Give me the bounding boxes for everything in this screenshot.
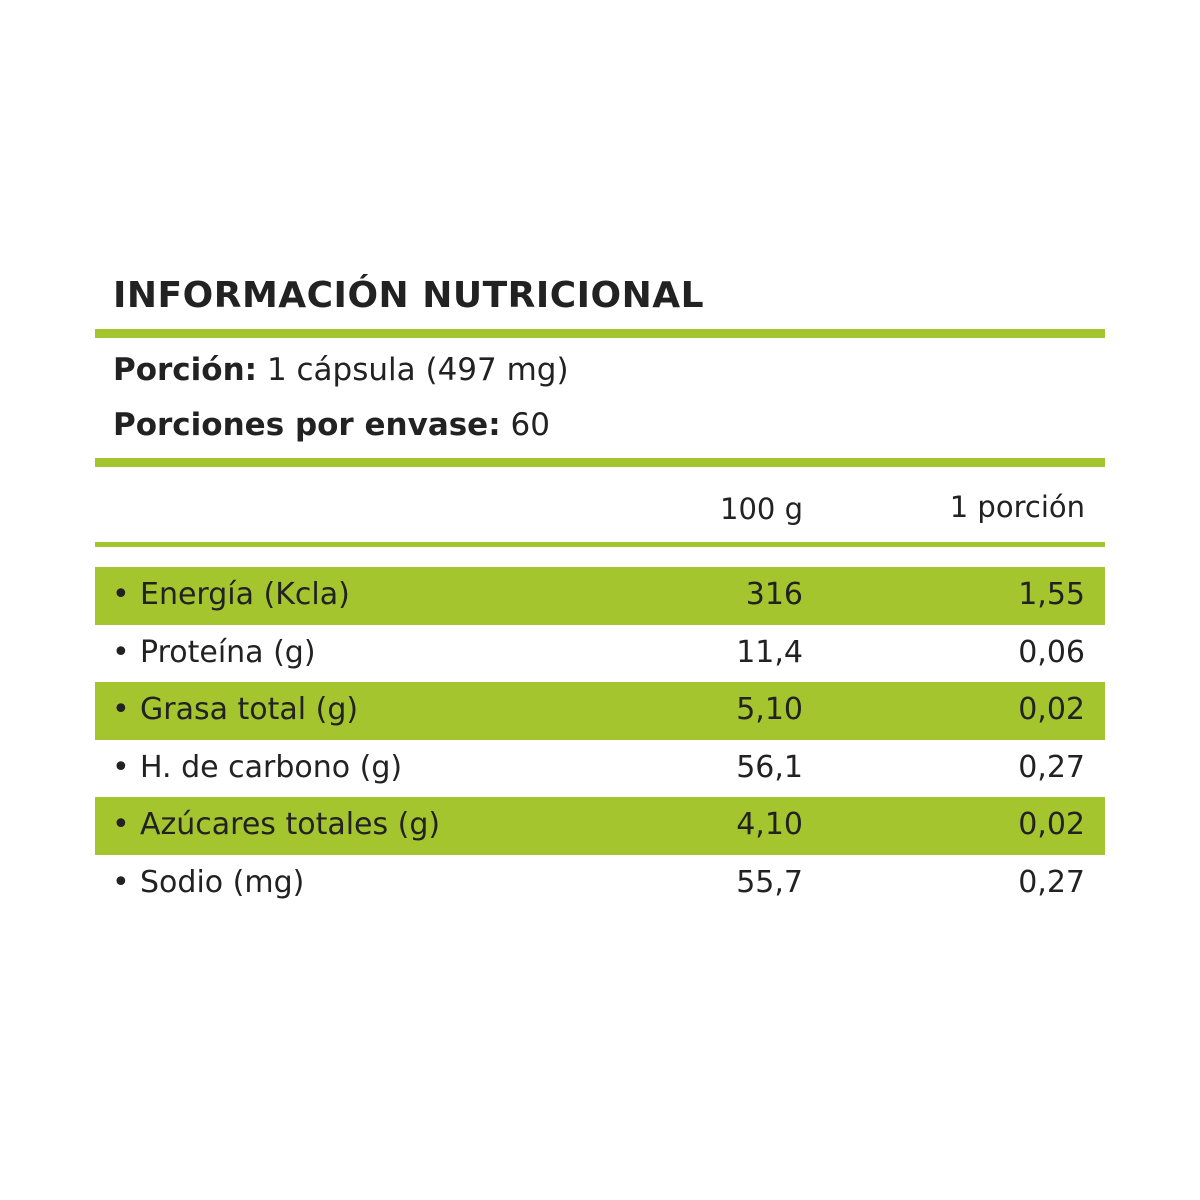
servings-label: Porciones por envase: <box>113 407 501 443</box>
nutrient-name: Grasa total (g) <box>112 692 358 727</box>
nutrient-name: Proteína (g) <box>112 635 315 670</box>
column-header: 1 porción <box>949 490 1085 524</box>
nutrient-name: Energía (Kcla) <box>112 577 350 612</box>
value-per-100g: 11,4 <box>736 634 803 670</box>
table-row: Sodio (mg) 55,7 0,27 <box>95 855 1105 913</box>
servings-per-container: Porciones por envase: 60 <box>113 407 550 443</box>
table-row: Energía (Kcla) 316 1,55 <box>95 567 1105 625</box>
column-header: 100 g <box>720 492 803 526</box>
servings-value: 60 <box>510 407 550 443</box>
table-row: H. de carbono (g) 56,1 0,27 <box>95 740 1105 798</box>
serving-label: Porción: <box>113 352 258 388</box>
nutrient-name: H. de carbono (g) <box>112 750 402 785</box>
divider <box>95 458 1105 467</box>
nutrient-name: Azúcares totales (g) <box>112 807 440 842</box>
value-per-100g: 5,10 <box>736 692 803 727</box>
value-per-100g: 316 <box>745 577 803 612</box>
table-row: Grasa total (g) 5,10 0,02 <box>95 682 1105 740</box>
serving-value: 1 cápsula (497 mg) <box>266 352 569 388</box>
value-per-serving: 0,27 <box>1018 864 1085 900</box>
value-per-serving: 0,06 <box>1018 634 1085 670</box>
table-row: Proteína (g) 11,4 0,06 <box>95 625 1105 683</box>
value-per-100g: 55,7 <box>736 864 803 900</box>
value-per-serving: 0,02 <box>1018 807 1085 842</box>
value-per-serving: 0,27 <box>1018 749 1085 785</box>
divider <box>95 329 1105 338</box>
value-per-100g: 4,10 <box>736 807 803 842</box>
table-row: Azúcares totales (g) 4,10 0,02 <box>95 797 1105 855</box>
nutrient-name: Sodio (mg) <box>112 865 304 900</box>
value-per-100g: 56,1 <box>736 749 803 785</box>
value-per-serving: 1,55 <box>1018 577 1085 612</box>
serving: Porción: 1 cápsula (497 mg) <box>113 352 569 388</box>
divider <box>95 542 1105 547</box>
value-per-serving: 0,02 <box>1018 692 1085 727</box>
title: INFORMACIÓN NUTRICIONAL <box>113 275 705 316</box>
